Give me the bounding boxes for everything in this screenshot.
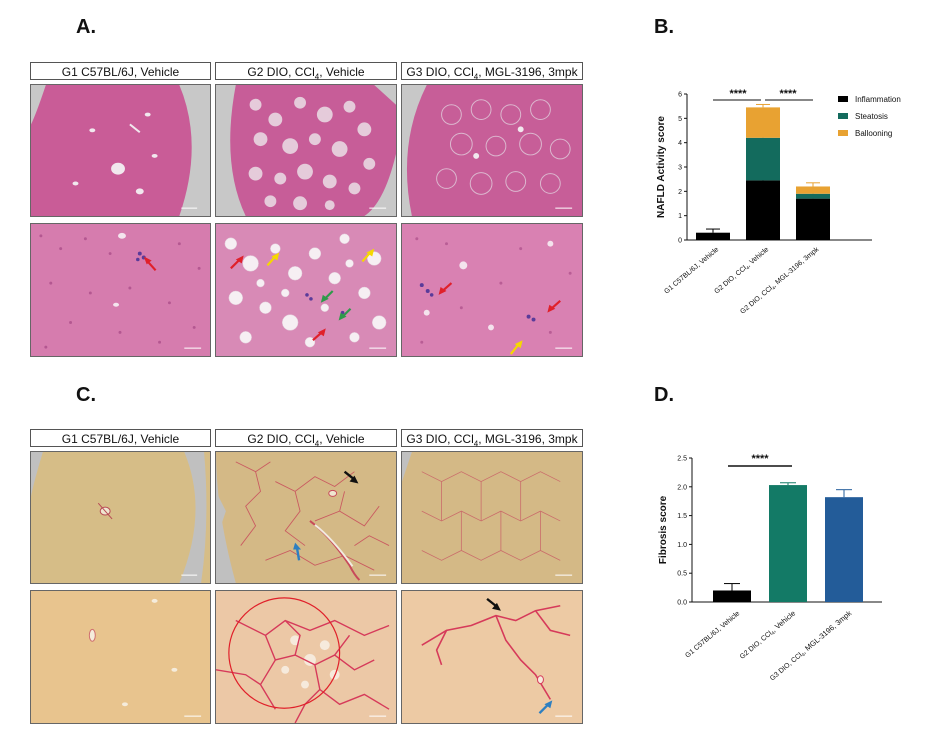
fibrosis-x-tick-label-text: G1 C57BL/6J, Vehicle <box>684 610 741 659</box>
fibrosis-bar <box>769 485 807 602</box>
fibrosis-y-axis-label: Fibrosis score <box>658 495 669 564</box>
he-high-g2-image <box>215 223 397 357</box>
nafld-bar-steatosis <box>796 193 830 199</box>
nafld-chart-svg: 0 1 2 3 4 5 6 NAFLD Activity score G1 C57BL/6J, … <box>656 88 901 316</box>
nafld-y-tick-label: 0 <box>678 238 682 245</box>
nafld-x-tick-label-text: G2 DIO, CCl <box>713 265 748 296</box>
sr-high-g1-image <box>30 590 211 724</box>
nafld-x-tick-label: G1 C57BL/6J, Vehicle <box>663 246 720 295</box>
nafld-legend-swatch <box>838 113 848 119</box>
nafld-legend-label: Inflammation <box>855 95 901 104</box>
fibrosis-chart-svg: 0.0 0.5 1.0 1.5 2.0 2.5 Fibrosis score G1 C57BL… <box>658 453 882 683</box>
fibrosis-x-tick-label: G1 C57BL/6J, Vehicle <box>684 610 741 659</box>
fibrosis-y-tick-label: 0.0 <box>677 600 687 607</box>
nafld-x-tick-label-text: G1 C57BL/6J, Vehicle <box>663 246 720 295</box>
fibrosis-sig-label: **** <box>751 453 769 465</box>
fibrosis-x-tick-label-rest: , MGL-3196, 3mpk <box>800 608 854 655</box>
he-low-g2-image <box>215 84 397 217</box>
he-low-g1-image <box>30 84 211 217</box>
sr-low-g1-image <box>30 451 211 584</box>
sr-header-g2: G2 DIO, CCl4, Vehicle <box>215 429 397 448</box>
he-high-g1-image <box>30 223 211 357</box>
sr-low-g3-image <box>401 451 583 584</box>
fibrosis-bar <box>825 497 863 602</box>
sr-high-g3-image <box>401 590 583 724</box>
fibrosis-y-tick-label: 2.5 <box>677 456 687 463</box>
he-high-g3-image <box>401 223 583 357</box>
nafld-y-tick-label: 3 <box>678 165 682 172</box>
nafld-bar-ballooning <box>746 107 780 138</box>
fibrosis-y-tick-label: 1.0 <box>677 542 687 549</box>
nafld-legend-swatch <box>838 96 848 102</box>
he-low-g3-image <box>401 84 583 217</box>
fibrosis-y-tick-label: 1.5 <box>677 513 687 520</box>
fibrosis-x-tick-label-sub: 4 <box>801 652 807 659</box>
nafld-sig-label: **** <box>729 88 747 100</box>
nafld-y-axis-label: NAFLD Activity score <box>656 116 667 218</box>
nafld-legend-label: Steatosis <box>855 112 888 121</box>
panel-label-c: C. <box>76 384 96 406</box>
fibrosis-x-tick-label-rest: , Vehicle <box>770 609 798 634</box>
he-header-g2: G2 DIO, CCl4, Vehicle <box>215 62 397 81</box>
he-header-g1: G1 C57BL/6J, Vehicle <box>30 62 211 80</box>
sr-header-g1: G1 C57BL/6J, Vehicle <box>30 429 211 447</box>
nafld-legend-swatch <box>838 130 848 136</box>
nafld-x-tick-label-text: G2 DIO, CCl <box>739 285 774 316</box>
fibrosis-bar <box>713 590 751 602</box>
panel-label-b: B. <box>654 16 674 38</box>
nafld-sig-label: **** <box>779 88 797 100</box>
nafld-x-tick-label-sub: 4 <box>771 285 777 291</box>
nafld-chart: 0 1 2 3 4 5 6 NAFLD Activity score G1 C57BL/6J, … <box>650 80 938 370</box>
nafld-x-tick-label: G2 DIO, CCl4, MGL-3196, 3mpk <box>739 246 821 316</box>
nafld-x-tick-label-sub: 4 <box>745 265 751 271</box>
nafld-legend-label: Ballooning <box>855 129 892 138</box>
nafld-y-tick-label: 5 <box>678 116 682 123</box>
nafld-bar-ballooning <box>796 186 830 194</box>
sr-high-g2-image <box>215 590 397 724</box>
fibrosis-y-tick-label: 2.0 <box>677 484 687 491</box>
nafld-x-tick-label: G2 DIO, CCl4, Vehicle <box>713 246 770 296</box>
fibrosis-x-tick-label-text: G3 DIO, CCl <box>769 652 804 683</box>
nafld-y-tick-label: 1 <box>678 213 682 220</box>
fibrosis-y-tick-label: 0.5 <box>677 571 687 578</box>
panel-label-a: A. <box>76 16 96 38</box>
nafld-y-tick-label: 2 <box>678 189 682 196</box>
nafld-y-tick-label: 4 <box>678 140 682 147</box>
panel-label-d: D. <box>654 384 674 406</box>
nafld-x-tick-label-rest: , MGL-3196, 3mpk <box>771 246 820 289</box>
nafld-x-tick-label-rest: , Vehicle <box>746 246 771 268</box>
nafld-bar-steatosis <box>746 137 780 181</box>
he-header-g3: G3 DIO, CCl4, MGL-3196, 3mpk <box>401 62 583 81</box>
nafld-y-tick-label: 6 <box>678 92 682 99</box>
sr-low-g2-image <box>215 451 397 584</box>
nafld-bar-inflammation <box>746 180 780 240</box>
fibrosis-chart: 0.0 0.5 1.0 1.5 2.0 2.5 Fibrosis score G1 C57BL… <box>650 450 938 737</box>
fibrosis-x-tick-label-text: G2 DIO, CCl <box>739 630 774 661</box>
sr-header-g3: G3 DIO, CCl4, MGL-3196, 3mpk <box>401 429 583 448</box>
nafld-bar-inflammation <box>696 232 730 240</box>
fibrosis-x-tick-label-sub: 4 <box>771 630 777 637</box>
nafld-bar-inflammation <box>796 198 830 240</box>
fibrosis-x-tick-label: G2 DIO, CCl4, Vehicle <box>738 609 799 662</box>
